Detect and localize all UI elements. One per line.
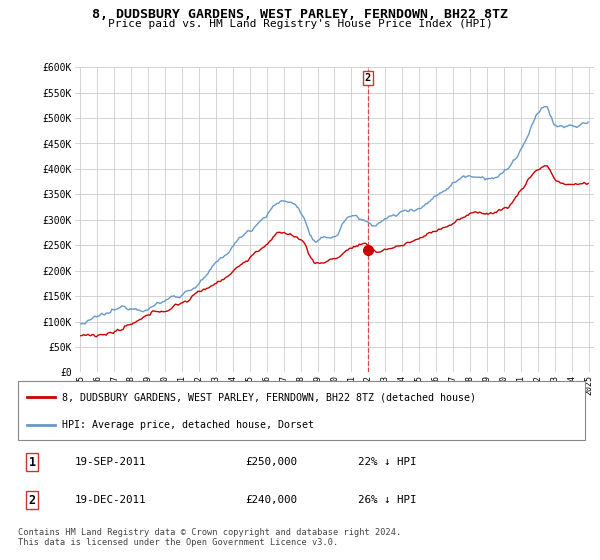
- Text: 19-SEP-2011: 19-SEP-2011: [75, 457, 146, 467]
- Text: 19-DEC-2011: 19-DEC-2011: [75, 496, 146, 505]
- Text: Price paid vs. HM Land Registry's House Price Index (HPI): Price paid vs. HM Land Registry's House …: [107, 19, 493, 29]
- Text: Contains HM Land Registry data © Crown copyright and database right 2024.
This d: Contains HM Land Registry data © Crown c…: [18, 528, 401, 547]
- Text: £250,000: £250,000: [245, 457, 297, 467]
- Text: 8, DUDSBURY GARDENS, WEST PARLEY, FERNDOWN, BH22 8TZ: 8, DUDSBURY GARDENS, WEST PARLEY, FERNDO…: [92, 8, 508, 21]
- Text: 8, DUDSBURY GARDENS, WEST PARLEY, FERNDOWN, BH22 8TZ (detached house): 8, DUDSBURY GARDENS, WEST PARLEY, FERNDO…: [62, 392, 476, 402]
- Text: 2: 2: [365, 73, 371, 83]
- FancyBboxPatch shape: [18, 381, 585, 440]
- Text: 22% ↓ HPI: 22% ↓ HPI: [358, 457, 416, 467]
- Text: HPI: Average price, detached house, Dorset: HPI: Average price, detached house, Dors…: [62, 420, 314, 430]
- Text: 26% ↓ HPI: 26% ↓ HPI: [358, 496, 416, 505]
- Text: 1: 1: [29, 456, 36, 469]
- Text: £240,000: £240,000: [245, 496, 297, 505]
- Text: 2: 2: [29, 494, 36, 507]
